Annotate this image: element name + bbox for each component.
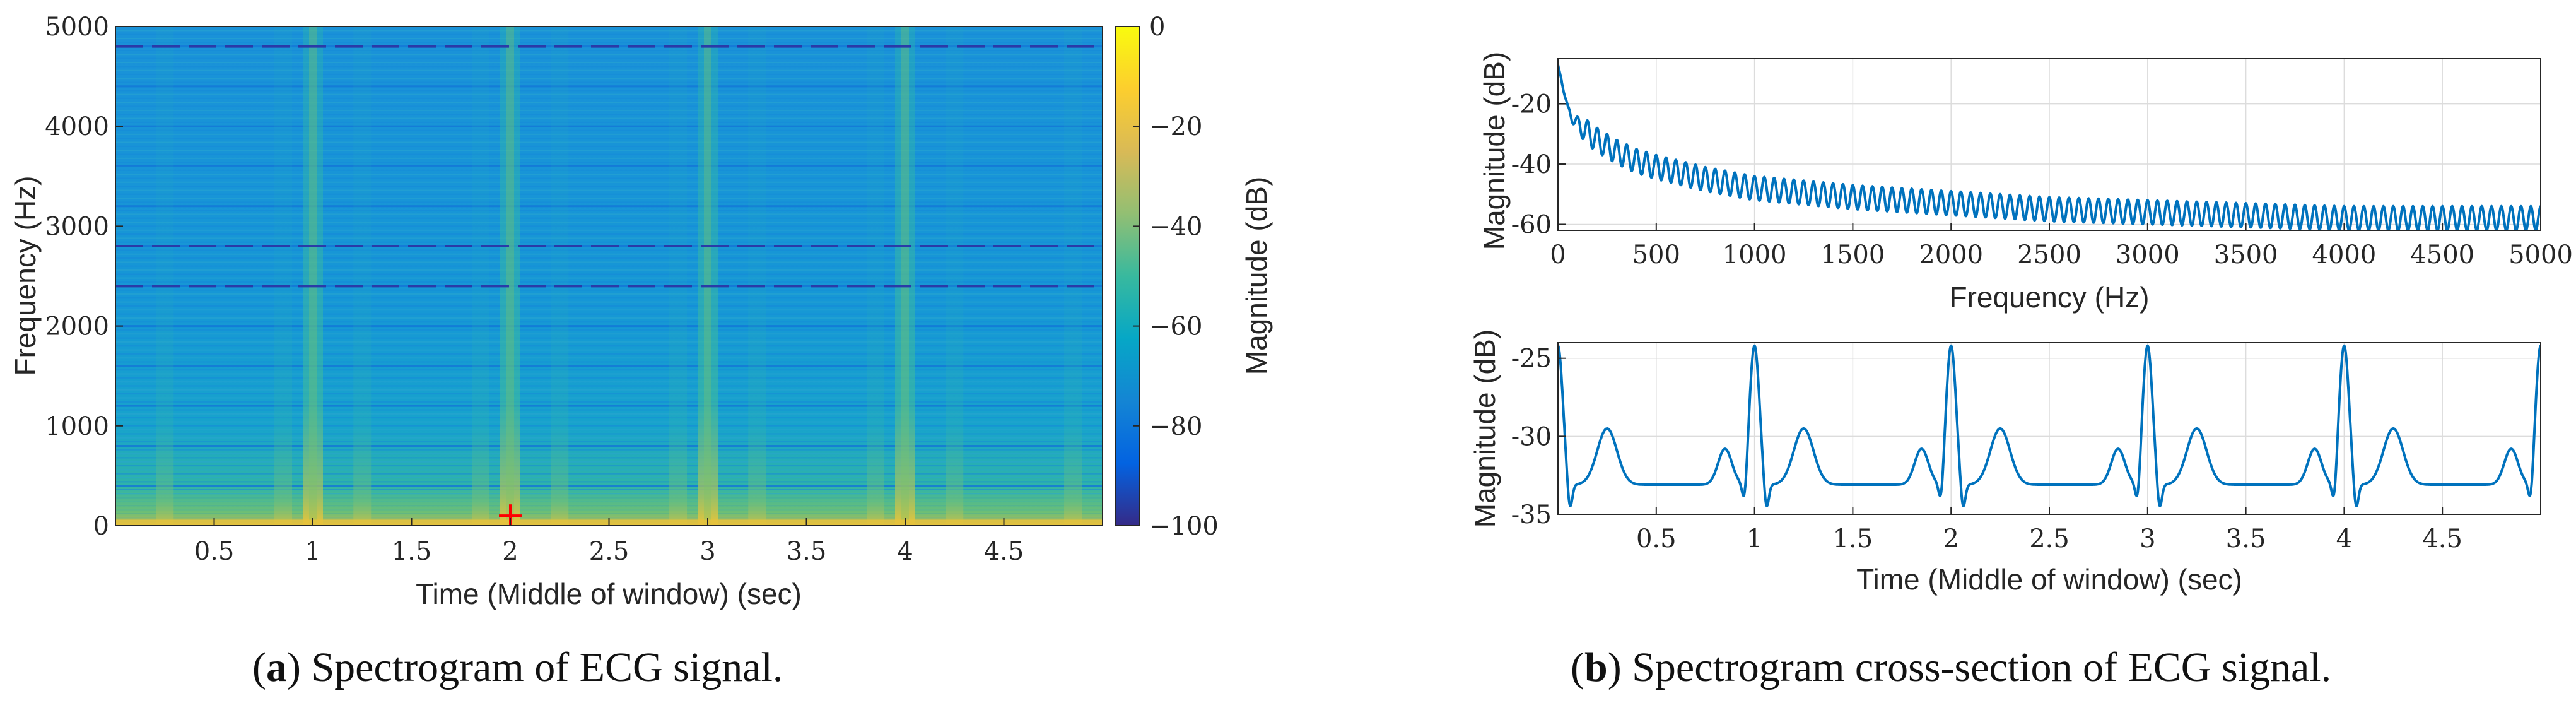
- freq-ytick-label: -60: [1511, 210, 1552, 239]
- time-magnitude-line: [1558, 344, 2541, 507]
- spectrogram-minor-column: [353, 27, 372, 526]
- time-ytick-label: -35: [1511, 500, 1552, 529]
- spectrogram-ytick-label: 4000: [45, 112, 109, 141]
- spectrogram-ylabel: Frequency (Hz): [9, 176, 42, 376]
- spectrogram-ytick-label: 0: [93, 512, 109, 541]
- spectrogram-minor-column: [669, 27, 688, 526]
- time-ytick-label: -25: [1511, 345, 1552, 374]
- spectrogram-xtick-label: 3: [700, 537, 715, 566]
- spectrogram-xtick-label: 2: [502, 537, 518, 566]
- caption-b-text: Spectrogram cross-section of ECG signal.: [1621, 644, 2332, 690]
- freq-xtick-label: 4500: [2410, 240, 2474, 269]
- freq-xtick-label: 1000: [1723, 240, 1787, 269]
- colorbar-tick-label: −100: [1149, 512, 1219, 541]
- caption-a-text: Spectrogram of ECG signal.: [300, 644, 783, 690]
- freq-magnitude-line: [1558, 64, 2541, 230]
- caption-a-tag: a: [266, 644, 287, 690]
- colorbar-tick-label: −20: [1149, 112, 1202, 141]
- time-xtick-label: 2: [1943, 524, 1958, 553]
- freq-xtick-label: 2500: [2017, 240, 2081, 269]
- freq-ylabel: Magnitude (dB): [1478, 52, 1511, 251]
- caption-a: (a) Spectrogram of ECG signal.: [252, 644, 783, 690]
- freq-ytick-label: -20: [1511, 90, 1552, 119]
- caption-b: (b) Spectrogram cross-section of ECG sig…: [1571, 644, 2332, 690]
- spectrogram-beat-column: [698, 27, 718, 526]
- time-xtick-label: 2.5: [2029, 524, 2070, 553]
- time-ytick-label: -30: [1511, 422, 1552, 451]
- spectrogram-xtick-label: 2.5: [589, 537, 629, 566]
- colorbar-bar: [1115, 26, 1140, 526]
- spectrogram-beat-column: [303, 27, 323, 526]
- freq-xtick-label: 5000: [2509, 240, 2573, 269]
- colorbar-tick-label: 0: [1149, 13, 1165, 42]
- spectrogram-minor-column: [472, 27, 490, 526]
- spectrogram-beat-column: [895, 27, 915, 526]
- freq-xtick-label: 2000: [1919, 240, 1983, 269]
- spectrogram-xtick-label: 1: [305, 537, 320, 566]
- spectrogram-beat-column: [500, 27, 520, 526]
- freq-xtick-label: 0: [1550, 240, 1566, 269]
- freq-xtick-label: 4000: [2312, 240, 2377, 269]
- spectrogram-panel: 0.5 1 1.5 2 2.5 3 3.5 4 4.5 0 1000 2000 3000 4000 5000…: [9, 13, 1103, 610]
- spectrogram-beat-core: [309, 27, 317, 526]
- time-xtick-label: 0.5: [1636, 524, 1677, 553]
- freq-xtick-label: 500: [1632, 240, 1680, 269]
- freq-axes: 0 500 1000 1500 2000 2500 3000 3500 4000 4500 5000…: [1511, 90, 2573, 269]
- spectrogram-minor-column: [748, 27, 766, 526]
- freq-xtick-label: 3500: [2214, 240, 2278, 269]
- spectrogram-beat-core: [506, 27, 514, 526]
- freq-ytick-label: -40: [1511, 150, 1552, 179]
- time-xtick-label: 4.5: [2422, 524, 2462, 553]
- spectrogram-xtick-label: 4.5: [984, 537, 1024, 566]
- spectrogram-beat-core: [704, 27, 711, 526]
- caption-b-tag: b: [1584, 644, 1608, 690]
- spectrogram-minor-column: [1064, 27, 1082, 526]
- spectrogram-minor-column: [946, 27, 964, 526]
- spectrogram-xtick-label: 0.5: [194, 537, 235, 566]
- freq-xlabel: Frequency (Hz): [1950, 281, 2150, 314]
- time-xlabel: Time (Middle of window) (sec): [1856, 563, 2242, 596]
- freq-xtick-label: 3000: [2116, 240, 2180, 269]
- spectrogram-xtick-label: 4: [897, 537, 913, 566]
- time-axes: 0.5 1 1.5 2 2.5 3 3.5 4 4.5 -25 -30 -35: [1511, 345, 2462, 553]
- spectrogram-ytick-label: 2000: [45, 312, 109, 341]
- spectrogram-layers: [115, 27, 1103, 526]
- spectrogram-minor-column: [551, 27, 569, 526]
- time-xtick-label: 4: [2336, 524, 2352, 553]
- spectrogram-xlabel: Time (Middle of window) (sec): [416, 577, 802, 610]
- time-xtick-label: 3: [2140, 524, 2155, 553]
- spectrogram-ytick-label: 1000: [45, 412, 109, 441]
- spectrogram-minor-column: [156, 27, 174, 526]
- time-ylabel: Magnitude (dB): [1468, 329, 1501, 528]
- colorbar: 0 −20 −40 −60 −80 −100 Magnitude (dB): [1115, 13, 1273, 541]
- spectrogram-beat-core: [901, 27, 909, 526]
- colorbar-tick-label: −60: [1149, 312, 1202, 341]
- spectrogram-xtick-label: 3.5: [787, 537, 827, 566]
- freq-xtick-label: 1500: [1821, 240, 1885, 269]
- colorbar-label: Magnitude (dB): [1240, 177, 1273, 375]
- time-crosssection-panel: 0.5 1 1.5 2 2.5 3 3.5 4 4.5 -25 -30 -35 Time (Middl…: [1468, 329, 2541, 596]
- spectrogram-axes: 0.5 1 1.5 2 2.5 3 3.5 4 4.5 0 1000 2000 3000 4000 5000: [45, 13, 1024, 566]
- spectrogram-minor-column: [274, 27, 293, 526]
- time-xtick-label: 3.5: [2226, 524, 2266, 553]
- spectrogram-minor-column: [867, 27, 885, 526]
- time-xtick-label: 1.5: [1833, 524, 1873, 553]
- spectrogram-ytick-label: 5000: [45, 13, 109, 42]
- frequency-crosssection-panel: 0 500 1000 1500 2000 2500 3000 3500 4000 4500 5000…: [1478, 52, 2573, 314]
- spectrogram-xtick-label: 1.5: [392, 537, 432, 566]
- time-xtick-label: 1: [1747, 524, 1762, 553]
- colorbar-ticks: 0 −20 −40 −60 −80 −100: [1133, 13, 1219, 541]
- colorbar-tick-label: −40: [1149, 212, 1202, 241]
- colorbar-tick-label: −80: [1149, 412, 1202, 441]
- spectrogram-ytick-label: 3000: [45, 212, 109, 241]
